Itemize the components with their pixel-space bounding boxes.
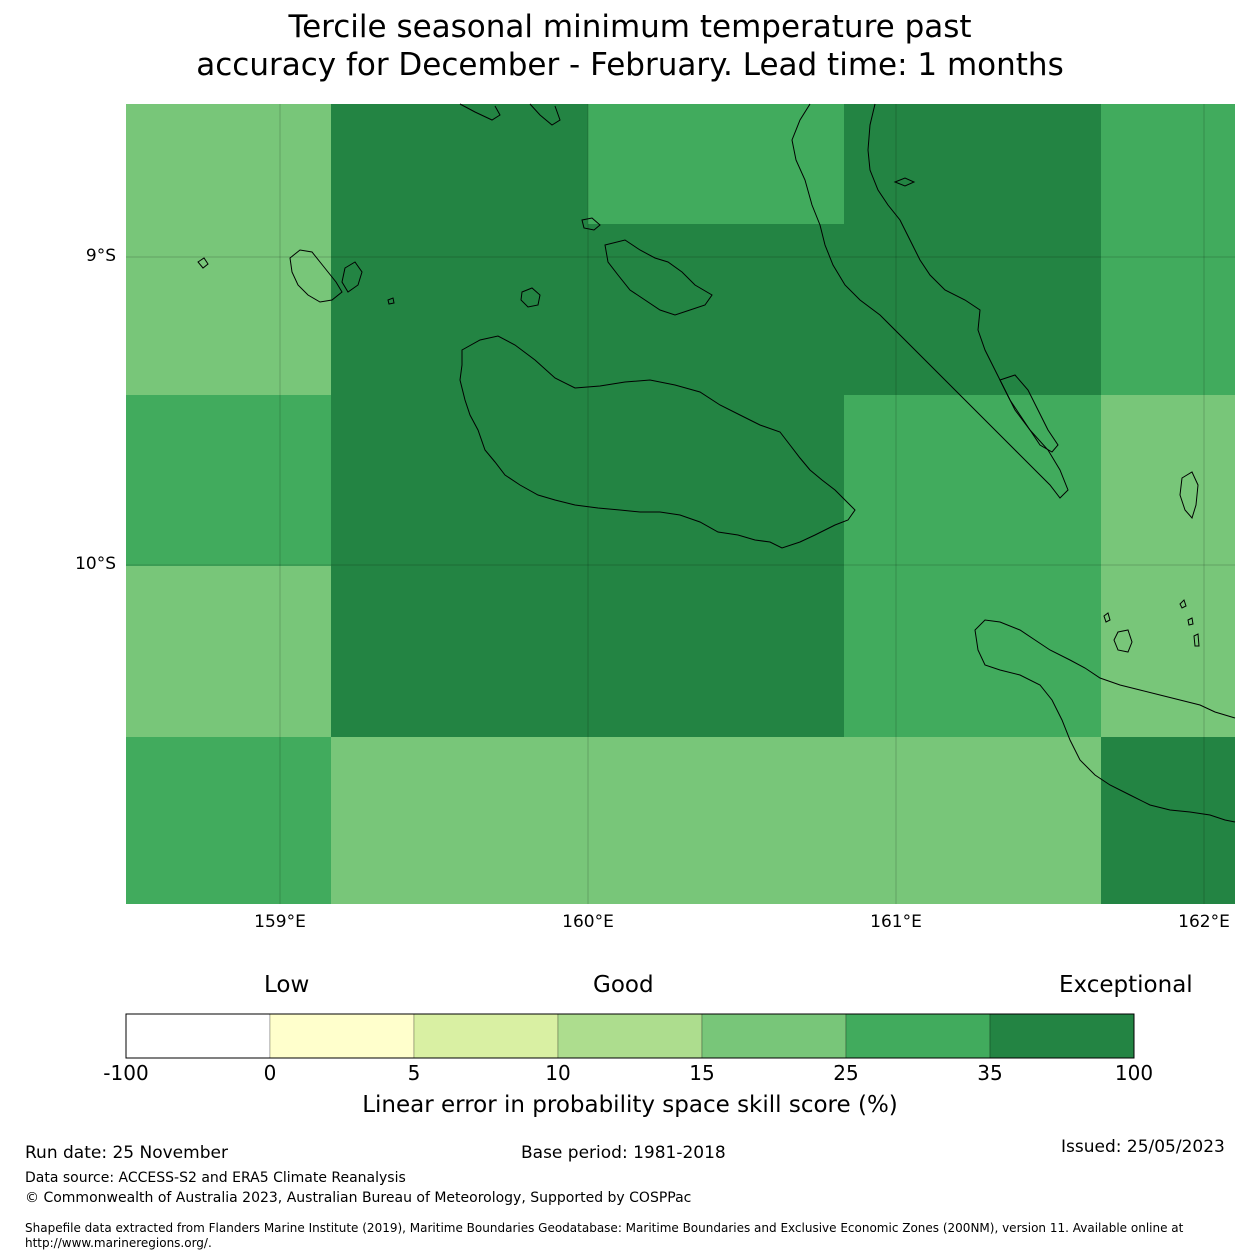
- lon-label-159e: 159°E: [254, 912, 306, 932]
- russell-islands-coastline: [289, 249, 343, 303]
- grid-cell: [1101, 395, 1235, 737]
- quality-good-label: Good: [593, 972, 654, 998]
- guadalcanal-coastline: [459, 335, 856, 549]
- colorbar-segment: [701, 1013, 847, 1059]
- coastlines: [197, 103, 1236, 823]
- grid-cell: [844, 104, 1101, 395]
- grid-cell: [331, 104, 588, 737]
- colorbar-tick: 0: [263, 1061, 277, 1085]
- colorbar-segment: [413, 1013, 559, 1059]
- northern-islands-coastline-3: [893, 177, 916, 187]
- chart-title-line1: Tercile seasonal minimum temperature pas…: [288, 9, 972, 45]
- colorbar: [125, 1013, 1135, 1059]
- ulawa-coastline: [1179, 471, 1199, 520]
- islet-coastline-2: [387, 297, 395, 305]
- grid-cell: [1101, 104, 1235, 395]
- quality-exceptional-label: Exceptional: [1059, 972, 1193, 998]
- colorbar-segment: [557, 1013, 703, 1059]
- colorbar-tick: 35: [977, 1061, 1003, 1085]
- islet-coastline-3: [1103, 612, 1111, 623]
- lon-label-160e: 160°E: [562, 912, 614, 932]
- copyright: © Commonwealth of Australia 2023, Austra…: [25, 1190, 692, 1206]
- grid-cell: [844, 737, 1101, 904]
- makira-coastline: [974, 619, 1236, 823]
- small-malaita-coastline: [999, 374, 1059, 453]
- data-source: Data source: ACCESS-S2 and ERA5 Climate …: [25, 1170, 406, 1186]
- colorbar-label: Linear error in probability space skill …: [362, 1092, 898, 1118]
- russell-islands-coastline-2: [341, 261, 363, 293]
- shapefile-credit: Shapefile data extracted from Flanders M…: [25, 1221, 1184, 1250]
- northern-islands-coastline-2: [529, 103, 561, 126]
- grid-cell: [588, 104, 844, 224]
- islet-coastline-5: [1187, 617, 1194, 626]
- graticule: [126, 104, 1235, 904]
- lon-label-161e: 161°E: [870, 912, 922, 932]
- northern-islands-coastline: [459, 103, 501, 121]
- small-island-coastline: [581, 217, 601, 231]
- colorbar-outline: [125, 1013, 1135, 1059]
- colorbar-segment: [845, 1013, 991, 1059]
- malaita-coastline: [791, 103, 1069, 499]
- colorbar-tick: 25: [833, 1061, 859, 1085]
- islet-coastline-4: [1179, 599, 1187, 609]
- uki-ni-masi-coastline: [1113, 629, 1133, 653]
- lat-label-9s: 9°S: [85, 246, 116, 266]
- grid-cell: [126, 104, 331, 395]
- grid-cell: [126, 395, 331, 566]
- grid-cell: [331, 737, 588, 904]
- nggela-islands-coastline: [604, 239, 713, 316]
- quality-low-label: Low: [264, 972, 310, 998]
- colorbar-tick: -100: [103, 1061, 149, 1085]
- islet-coastline-6: [1193, 633, 1200, 647]
- colorbar-tick: 100: [1114, 1061, 1154, 1085]
- issued-date: Issued: 25/05/2023: [1061, 1137, 1225, 1157]
- lat-label-10s: 10°S: [75, 554, 116, 574]
- colorbar-tick: 10: [545, 1061, 571, 1085]
- grid-cell: [588, 224, 844, 737]
- run-date: Run date: 25 November: [25, 1143, 228, 1163]
- grid-cell: [844, 395, 1101, 737]
- grid-cell: [126, 566, 331, 737]
- grid-cell: [588, 737, 844, 904]
- base-period: Base period: 1981-2018: [521, 1143, 726, 1163]
- islet-coastline: [197, 257, 209, 269]
- colorbar-tick: 15: [689, 1061, 715, 1085]
- grid-cell: [1101, 737, 1235, 904]
- savo-island-coastline: [520, 287, 541, 308]
- colorbar-tick: 5: [407, 1061, 421, 1085]
- chart-title-line2: accuracy for December - February. Lead t…: [196, 47, 1064, 83]
- colorbar-segment: [125, 1013, 271, 1059]
- skill-grid: [126, 104, 1235, 904]
- colorbar-segment: [269, 1013, 415, 1059]
- colorbar-segment: [989, 1013, 1135, 1059]
- lon-label-162e: 162°E: [1178, 912, 1230, 932]
- grid-cell: [126, 737, 331, 904]
